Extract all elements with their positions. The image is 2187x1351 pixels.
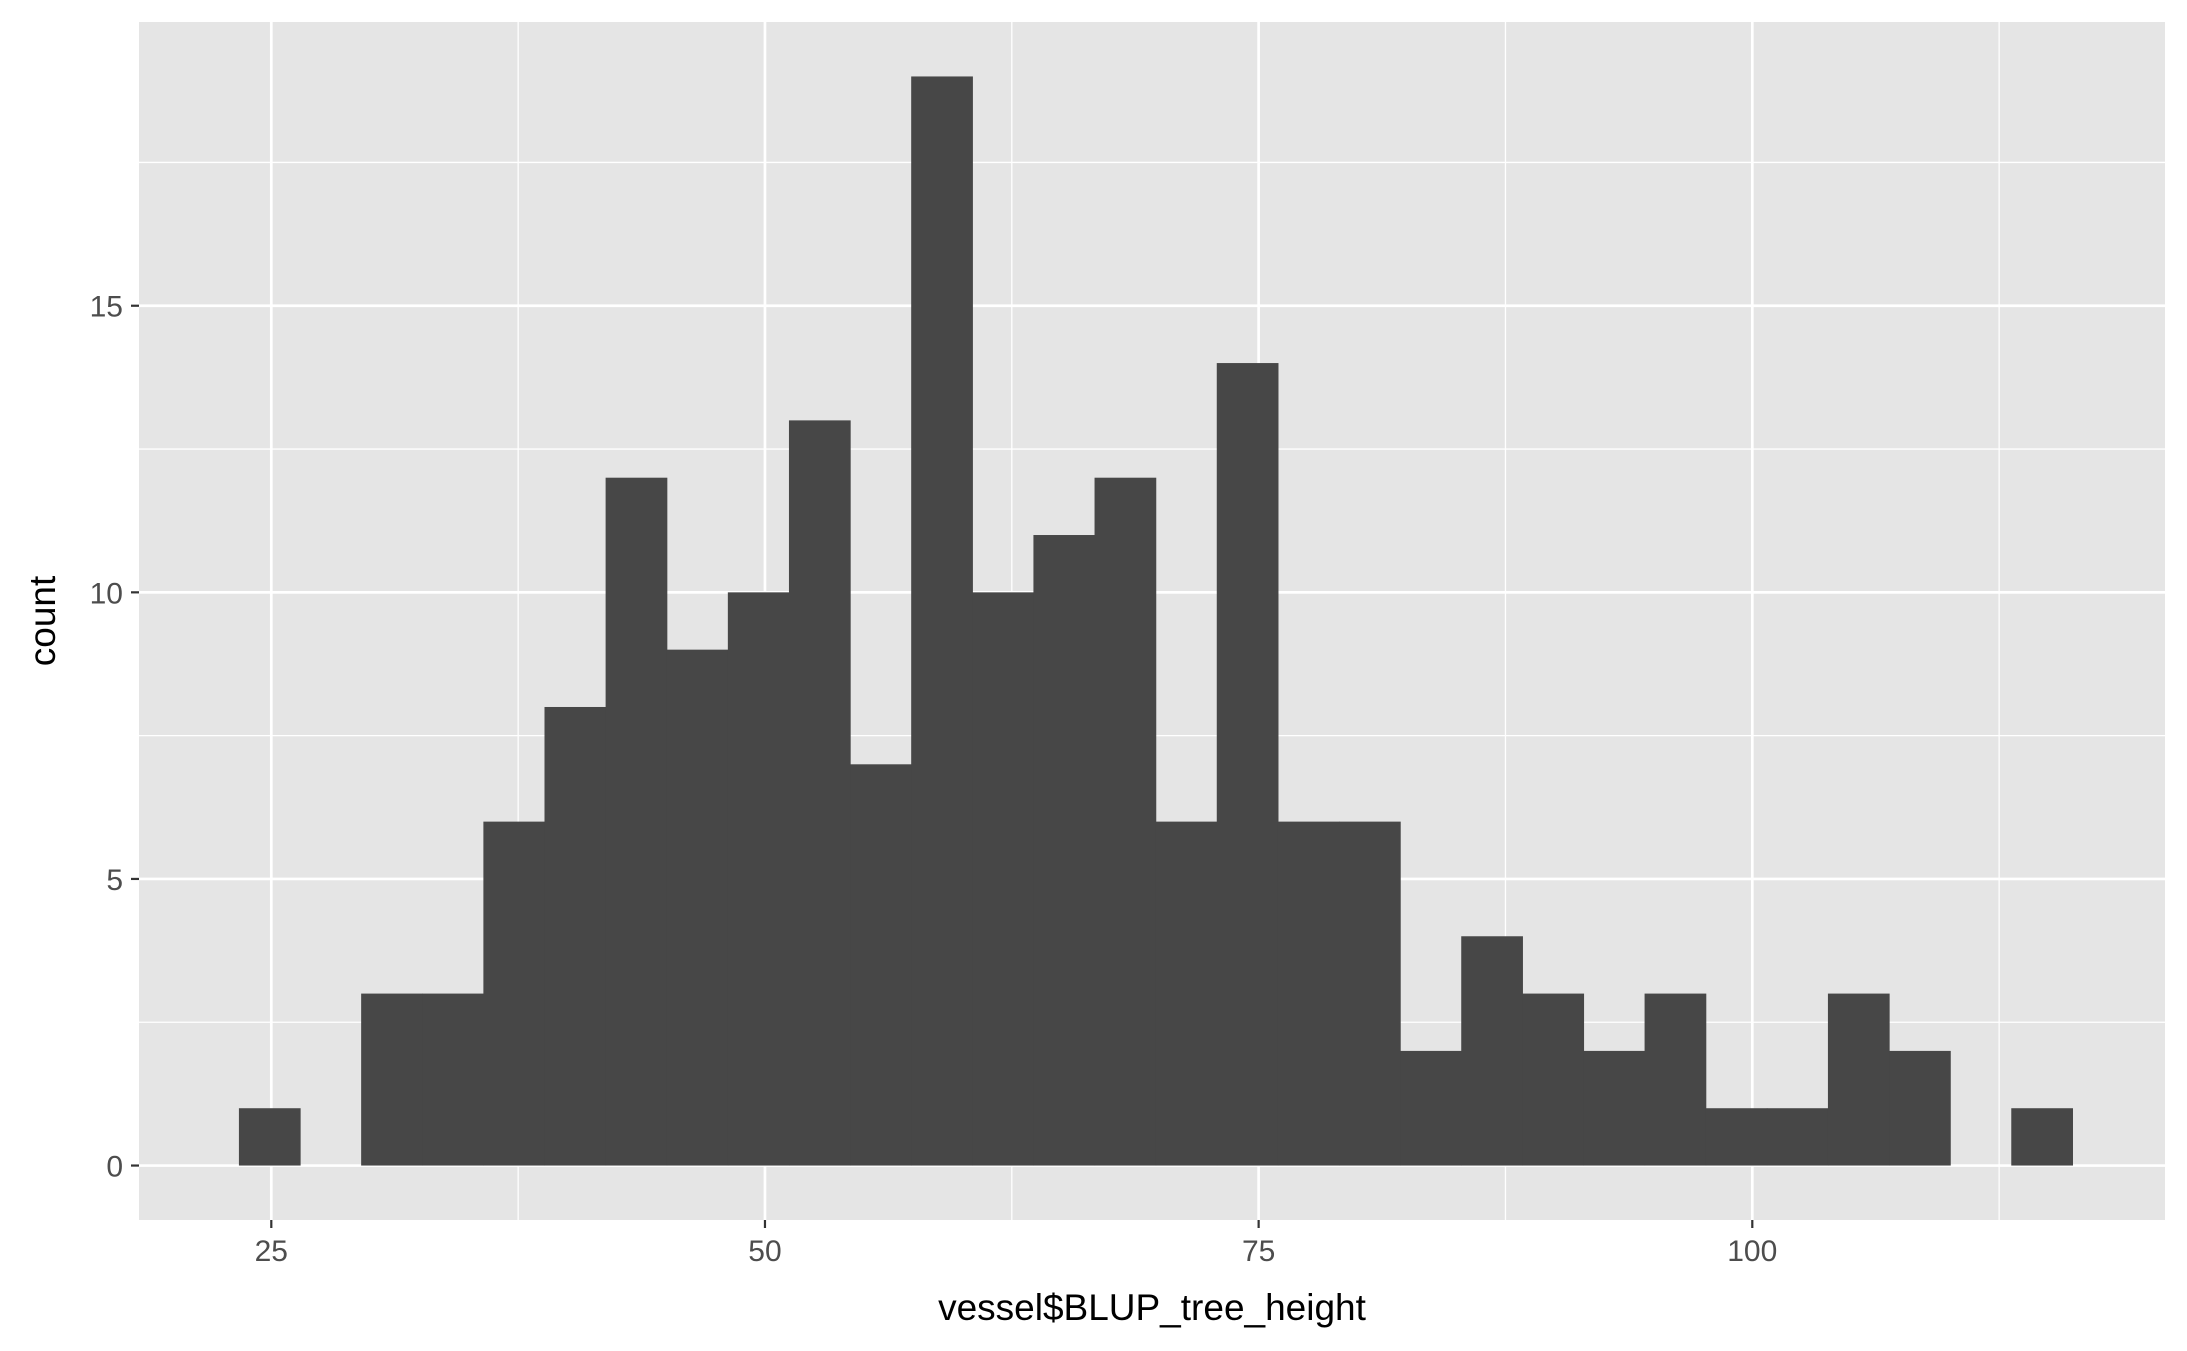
- histogram-bar: [1400, 1050, 1462, 1166]
- histogram-bar: [361, 993, 423, 1166]
- x-axis-title: vessel$BLUP_tree_height: [938, 1287, 1367, 1328]
- histogram-bar: [544, 706, 607, 1166]
- histogram-bar: [1522, 993, 1585, 1166]
- histogram-bar: [605, 477, 668, 1166]
- y-tick-label: 15: [90, 291, 123, 324]
- histogram-bar: [1461, 936, 1523, 1166]
- x-tick-label: 25: [255, 1235, 288, 1268]
- histogram-bar: [666, 649, 729, 1166]
- histogram-bar: [1766, 1108, 1829, 1166]
- histogram-bars: [238, 76, 2073, 1166]
- histogram-bar: [1094, 477, 1157, 1166]
- x-axis: 25 50 75 100: [255, 1220, 1777, 1268]
- y-tick-label: 0: [106, 1151, 123, 1184]
- histogram-bar: [1583, 1050, 1646, 1166]
- y-tick-label: 10: [90, 577, 123, 610]
- y-axis: 0 5 10 15: [90, 291, 139, 1184]
- histogram-bar: [1277, 821, 1340, 1166]
- histogram-bar: [2011, 1108, 2073, 1166]
- y-tick-label: 5: [106, 864, 123, 897]
- y-axis-title: count: [22, 575, 63, 666]
- histogram-bar: [1644, 993, 1707, 1166]
- histogram-bar: [788, 420, 851, 1166]
- histogram-bar: [850, 764, 912, 1166]
- histogram-bar: [972, 592, 1035, 1166]
- histogram-bar: [1889, 1050, 1951, 1166]
- histogram-bar: [422, 993, 484, 1166]
- histogram-bar: [911, 76, 973, 1166]
- histogram-bar: [1827, 993, 1890, 1166]
- histogram-bar: [1339, 821, 1401, 1166]
- histogram-bar: [483, 821, 546, 1166]
- histogram-bar: [1705, 1108, 1768, 1166]
- histogram-bar: [1155, 821, 1218, 1166]
- histogram-bar: [238, 1108, 301, 1166]
- x-tick-label: 50: [748, 1235, 781, 1268]
- histogram-bar: [727, 592, 790, 1166]
- x-tick-label: 75: [1242, 1235, 1275, 1268]
- histogram-bar: [1033, 535, 1096, 1166]
- x-tick-label: 100: [1727, 1235, 1777, 1268]
- histogram-bar: [1216, 363, 1279, 1166]
